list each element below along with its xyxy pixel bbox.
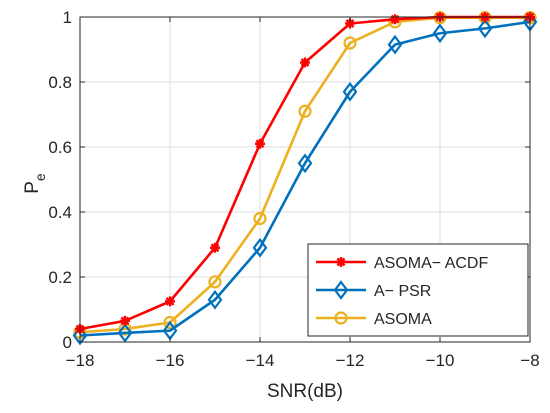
x-tick-label: −16 — [156, 351, 185, 370]
circle-marker — [334, 311, 348, 325]
y-axis-label-subscript: e — [32, 173, 48, 181]
diamond-marker — [342, 81, 358, 102]
circle-marker — [298, 104, 312, 118]
asterisk-stroke — [255, 139, 265, 149]
y-axis-label: Pe — [22, 173, 48, 194]
legend: ASOMA− ACDF A− PSR ASOMA — [307, 243, 529, 337]
asterisk-stroke — [165, 296, 175, 306]
asterisk-marker — [165, 296, 175, 307]
diamond-marker — [333, 280, 349, 300]
series-group — [72, 11, 538, 346]
asterisk-stroke — [336, 257, 346, 267]
diamond-marker — [117, 323, 133, 343]
asterisk-marker — [300, 57, 310, 68]
y-tick-label: 0.2 — [48, 268, 72, 287]
x-tick-label: −18 — [66, 351, 95, 370]
legend-label: ASOMA — [374, 311, 432, 328]
circle-marker — [163, 315, 177, 330]
asterisk-stroke — [210, 243, 220, 253]
asterisk-stroke — [120, 316, 130, 326]
series-diamond — [72, 12, 538, 346]
y-tick-label: 0.6 — [48, 138, 72, 157]
circle-marker — [208, 275, 222, 289]
asterisk-marker — [336, 257, 346, 267]
series-line — [79, 20, 531, 337]
diamond-marker — [72, 325, 88, 346]
svg-text:Pe: Pe — [22, 173, 48, 194]
x-tick-label: −8 — [520, 351, 539, 370]
x-axis-label: SNR(dB) — [267, 381, 343, 402]
x-tick-label: −12 — [336, 351, 365, 370]
diamond-marker — [432, 23, 448, 44]
diamond-marker — [477, 18, 493, 39]
diamond-marker — [297, 153, 313, 174]
asterisk-stroke — [300, 58, 310, 67]
asterisk-marker — [255, 138, 265, 149]
diamond-marker — [387, 34, 403, 55]
legend-item: ASOMA− ACDF — [316, 255, 488, 272]
asterisk-marker — [210, 242, 220, 253]
x-tick-label: −14 — [246, 351, 275, 370]
legend-label: ASOMA− ACDF — [374, 255, 488, 272]
legend-item: A− PSR — [316, 280, 431, 300]
legend-item: ASOMA — [316, 311, 432, 328]
asterisk-marker — [390, 14, 400, 25]
x-tick-label: −10 — [426, 351, 455, 370]
y-tick-label: 0.4 — [48, 203, 72, 222]
y-tick-label: 1 — [63, 8, 72, 27]
y-axis-label-main: P — [22, 181, 43, 194]
diamond-marker — [252, 237, 268, 258]
legend-label: A− PSR — [374, 283, 431, 300]
axis-ticks: −18 −16 −14 −12 −10 −8 0 0.2 0.4 0.6 0.8 1 — [48, 8, 539, 370]
circle-marker — [343, 36, 357, 50]
asterisk-marker — [120, 315, 130, 326]
diamond-marker — [207, 289, 223, 310]
plot-area-frame — [79, 16, 531, 343]
asterisk-stroke — [345, 19, 355, 28]
y-tick-label: 0.8 — [48, 73, 72, 92]
y-tick-label: 0 — [63, 333, 72, 352]
circle-marker — [253, 211, 267, 226]
